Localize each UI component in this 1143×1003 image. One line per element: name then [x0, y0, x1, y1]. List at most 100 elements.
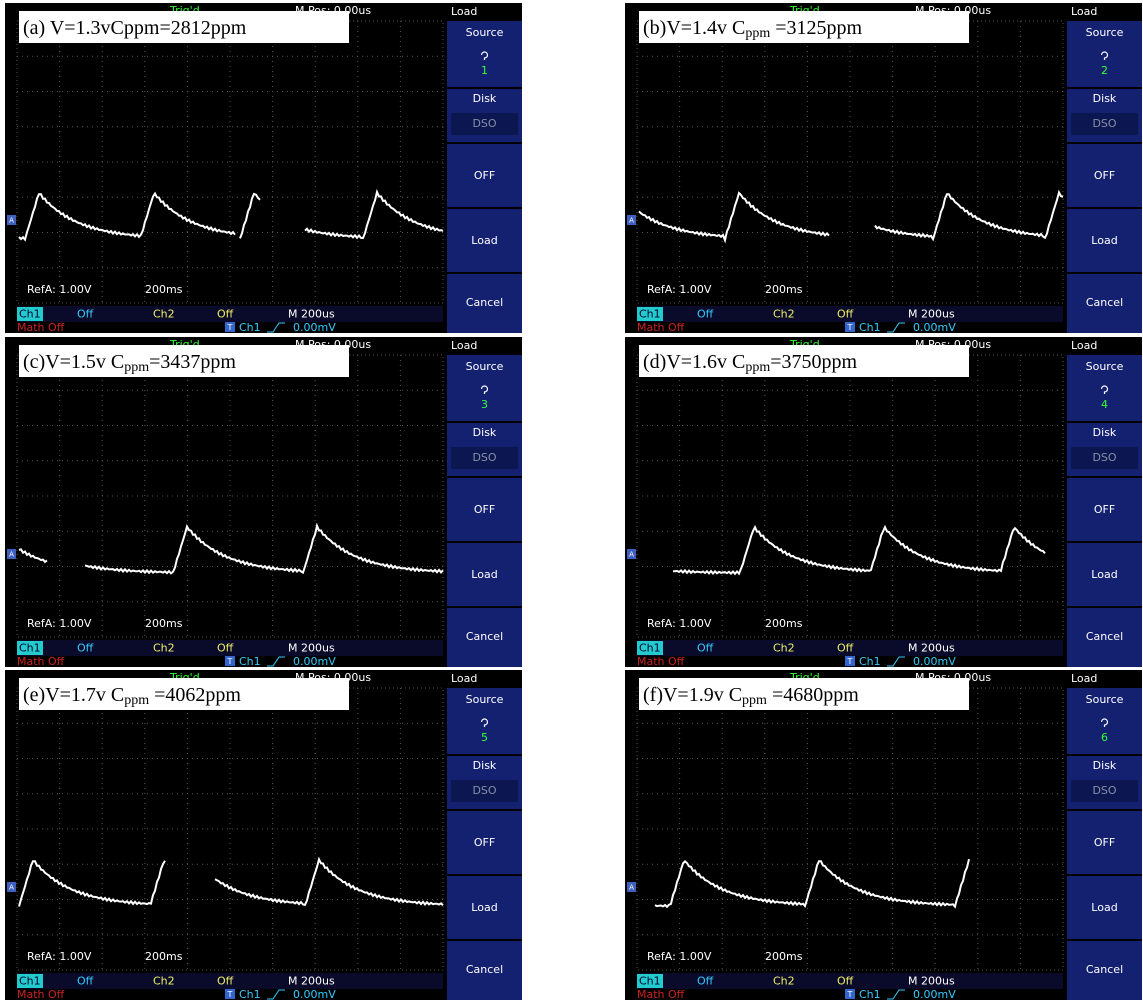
menu-disk: Disk — [1093, 92, 1117, 105]
menu-load: Load — [1091, 234, 1117, 247]
math-status: Math Off — [17, 655, 65, 668]
timebase: 200ms — [765, 950, 803, 963]
menu-off: OFF — [1094, 503, 1115, 516]
ch1-label: Ch1 — [639, 642, 661, 655]
trig-level: 0.00mV — [913, 655, 956, 668]
ch2-label: Ch2 — [153, 308, 175, 321]
timebase: 200ms — [765, 283, 803, 296]
ch1-label: Ch1 — [19, 308, 41, 321]
caption-subscript: ppm — [745, 360, 770, 375]
caption-text: (c)V=1.5v C — [23, 351, 124, 373]
caption-subscript: ppm — [124, 693, 149, 708]
math-status: Math Off — [637, 321, 685, 334]
ch1-state: Off — [77, 975, 94, 988]
ch2-label: Ch2 — [773, 975, 795, 988]
caption-text: =3125ppm — [770, 17, 862, 39]
trig-level: 0.00mV — [293, 321, 336, 334]
math-status: Math Off — [637, 655, 685, 668]
menu-source: Source — [1086, 26, 1124, 39]
ch1-label: Ch1 — [19, 642, 41, 655]
menu-disk: Disk — [473, 759, 497, 772]
menu-dso: DSO — [1092, 784, 1116, 797]
menu-dso: DSO — [1092, 451, 1116, 464]
caption-text: =3437ppm — [149, 351, 236, 373]
menu-title: Load — [451, 339, 477, 352]
source-num: 2 — [1101, 64, 1108, 77]
scope-panel: ATrig'dM Pos: 0.00usLoadSource6DiskDSOOF… — [625, 670, 1142, 1001]
menu-off: OFF — [1094, 836, 1115, 849]
trig-icon: T — [847, 657, 853, 666]
timebase: 200ms — [145, 283, 183, 296]
menu-dso: DSO — [472, 451, 496, 464]
m-time: M 200us — [908, 642, 955, 655]
ch2-label: Ch2 — [153, 642, 175, 655]
ch2-state: Off — [217, 642, 234, 655]
ref-marker: A — [629, 217, 634, 225]
ch2-state: Off — [837, 308, 854, 321]
menu-source: Source — [1086, 693, 1124, 706]
math-status: Math Off — [17, 321, 65, 334]
menu-cancel: Cancel — [466, 630, 503, 643]
caption-subscript: ppm — [124, 360, 149, 375]
ref-level: RefA: 1.00V — [27, 617, 92, 630]
ch1-state: Off — [697, 308, 714, 321]
menu-dso: DSO — [472, 784, 496, 797]
source-num: 4 — [1101, 398, 1108, 411]
source-num: 1 — [481, 64, 488, 77]
menu-disk: Disk — [1093, 426, 1117, 439]
trig-source: Ch1 — [239, 655, 261, 668]
caption-text: (a) V=1.3vCppm=2812ppm — [23, 17, 247, 39]
timebase: 200ms — [145, 950, 183, 963]
ref-level: RefA: 1.00V — [647, 950, 712, 963]
menu-source: Source — [466, 360, 504, 373]
menu-cancel: Cancel — [1086, 963, 1123, 976]
trig-level: 0.00mV — [293, 988, 336, 1001]
menu-off: OFF — [474, 836, 495, 849]
menu-load: Load — [471, 901, 497, 914]
menu-off: OFF — [474, 503, 495, 516]
caption-text: =3750ppm — [770, 351, 857, 373]
ch2-state: Off — [837, 975, 854, 988]
menu-cancel: Cancel — [466, 296, 503, 309]
source-num: 5 — [481, 731, 488, 744]
trig-source: Ch1 — [859, 988, 881, 1001]
trig-level: 0.00mV — [293, 655, 336, 668]
ref-marker: A — [629, 551, 634, 559]
m-time: M 200us — [908, 308, 955, 321]
trig-level: 0.00mV — [913, 988, 956, 1001]
source-num: 6 — [1101, 731, 1108, 744]
ch1-state: Off — [697, 642, 714, 655]
ch2-label: Ch2 — [773, 642, 795, 655]
menu-disk: Disk — [1093, 759, 1117, 772]
ch2-label: Ch2 — [153, 975, 175, 988]
menu-dso: DSO — [1092, 117, 1116, 130]
trig-icon: T — [227, 990, 233, 999]
timebase: 200ms — [145, 617, 183, 630]
trig-source: Ch1 — [239, 321, 261, 334]
m-time: M 200us — [288, 308, 335, 321]
menu-load: Load — [471, 568, 497, 581]
menu-title: Load — [451, 5, 477, 18]
scope-panel: ATrig'dM Pos: 0.00usLoadSource1DiskDSOOF… — [5, 3, 522, 334]
ref-level: RefA: 1.00V — [27, 950, 92, 963]
ref-marker: A — [9, 884, 14, 892]
trig-source: Ch1 — [239, 988, 261, 1001]
ch2-state: Off — [837, 642, 854, 655]
caption-subscript: ppm — [745, 26, 770, 41]
trig-source: Ch1 — [859, 321, 881, 334]
figure: ATrig'dM Pos: 0.00usLoadSource1DiskDSOOF… — [0, 0, 1143, 1003]
m-time: M 200us — [288, 642, 335, 655]
menu-source: Source — [466, 693, 504, 706]
menu-off: OFF — [474, 169, 495, 182]
menu-title: Load — [1071, 339, 1097, 352]
menu-title: Load — [1071, 672, 1097, 685]
m-time: M 200us — [908, 975, 955, 988]
ref-marker: A — [629, 884, 634, 892]
math-status: Math Off — [637, 988, 685, 1001]
menu-dso: DSO — [472, 117, 496, 130]
menu-cancel: Cancel — [1086, 630, 1123, 643]
trig-icon: T — [847, 323, 853, 332]
ch1-state: Off — [77, 642, 94, 655]
ch1-label: Ch1 — [639, 308, 661, 321]
